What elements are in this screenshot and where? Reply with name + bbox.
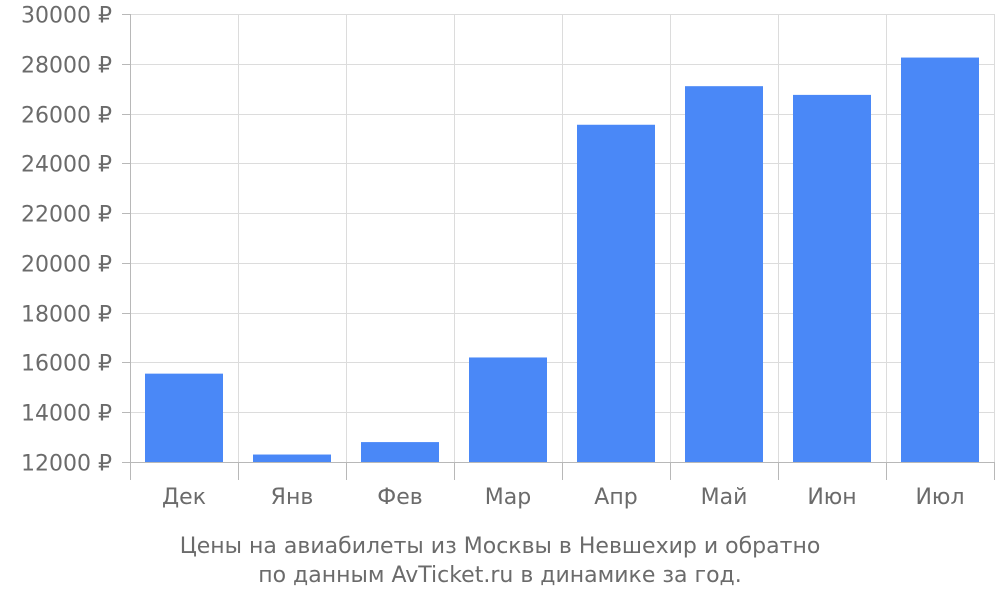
y-tick-label: 30000 ₽ [21,4,112,29]
x-tick-label: Апр [594,485,637,510]
y-tick-label: 12000 ₽ [21,452,112,477]
y-tick-label: 22000 ₽ [21,203,112,228]
bar-2 [253,454,331,462]
bar-4 [469,357,547,462]
bar-8 [901,57,979,463]
y-tick-label: 18000 ₽ [21,303,112,328]
chart-caption-line-1: Цены на авиабилеты из Москвы в Невшехир … [179,534,821,559]
y-tick-label: 28000 ₽ [21,54,112,79]
x-tick-label: Мар [485,485,531,510]
y-tick-label: 26000 ₽ [21,104,112,129]
x-tick-label: Июн [807,485,856,510]
bar-7 [793,94,871,462]
y-tick-label: 16000 ₽ [21,352,112,377]
x-tick-label: Янв [271,485,314,510]
x-tick-label: Дек [162,485,206,510]
x-tick-labels: Дек Янв Фев Мар Апр Май Июн Июл [162,485,965,510]
x-tick-label: Фев [377,485,422,510]
y-tick-label: 14000 ₽ [21,402,112,427]
x-tick-label: Май [701,485,748,510]
y-tick-label: 20000 ₽ [21,253,112,278]
axis-layer [122,14,995,480]
bars-layer [145,57,979,463]
bar-3 [361,442,439,462]
x-tick-label: Июл [915,485,964,510]
y-tick-labels: 12000 ₽ 14000 ₽ 16000 ₽ 18000 ₽ 20000 ₽ 22000… [21,4,112,477]
bar-5 [577,124,655,462]
chart-caption-line-2: по данным AvTicket.ru в динамике за год. [258,563,742,588]
bar-6 [685,86,763,462]
bar-1 [145,373,223,462]
y-tick-label: 24000 ₽ [21,153,112,178]
